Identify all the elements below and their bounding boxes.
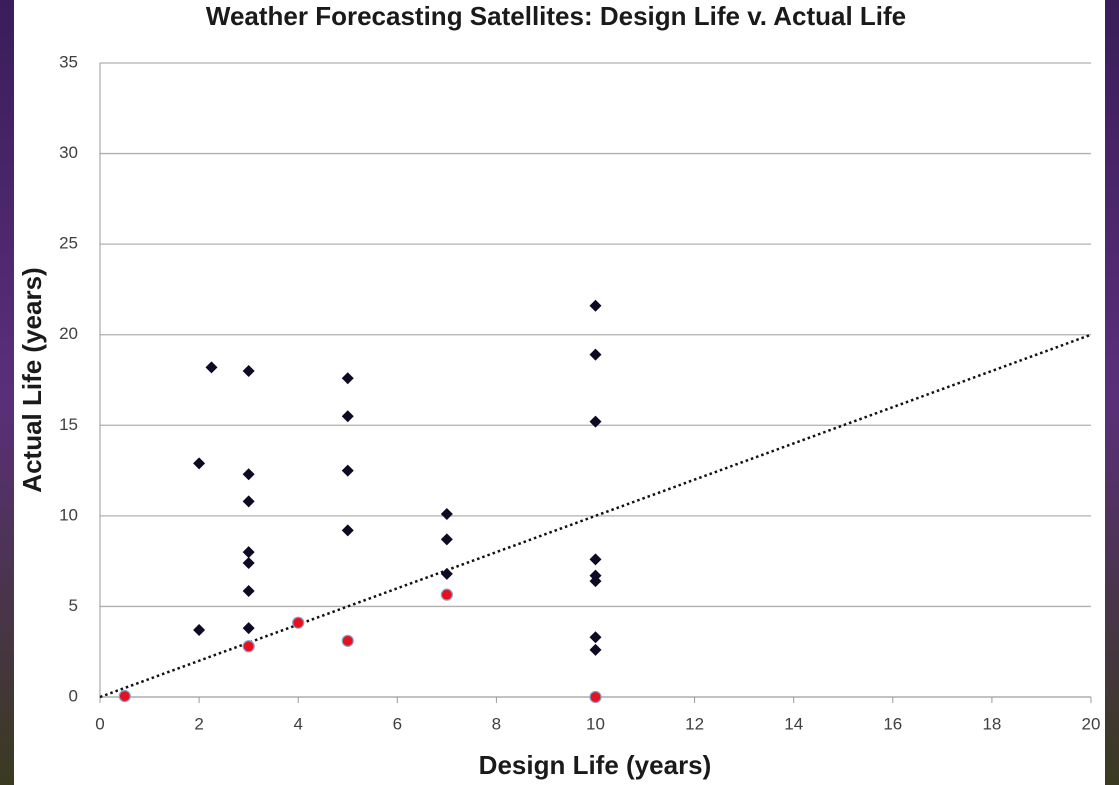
y-tick-label: 15 [59,415,78,434]
y-tick-label: 5 [69,596,78,615]
y-tick-label: 20 [59,324,78,343]
x-tick-label: 6 [393,714,402,733]
x-tick-label: 2 [194,714,203,733]
y-tick-label: 25 [59,234,78,253]
point [589,299,602,312]
y-tick-label: 10 [59,505,78,524]
point [440,567,453,580]
point [118,689,131,703]
x-tick-label: 8 [492,714,501,733]
point [341,634,354,647]
y-tick-label: 0 [69,686,78,705]
point [589,553,602,566]
point [589,415,602,428]
point [440,508,453,521]
x-tick-label: 12 [685,714,704,733]
x-tick-label: 20 [1082,714,1101,733]
point [589,348,602,361]
point [589,690,602,704]
point [292,616,305,629]
x-axis-label: Design Life (years) [479,750,712,780]
point [341,372,354,385]
point [193,457,206,470]
point [242,495,255,508]
point [242,622,255,635]
point [205,361,218,374]
point [193,623,206,636]
x-tick-label: 14 [784,714,803,733]
point [341,410,354,423]
x-tick-label: 0 [95,714,104,733]
y-tick-label: 30 [59,143,78,162]
point [589,643,602,656]
x-tick-label: 18 [982,714,1001,733]
point [242,364,255,377]
x-tick-label: 16 [883,714,902,733]
point [242,585,255,598]
point [341,524,354,537]
y-axis-label: Actual Life (years) [17,267,47,492]
chart-title: Weather Forecasting Satellites: Design L… [206,1,906,31]
point [440,533,453,546]
point [589,631,602,644]
x-tick-label: 10 [586,714,605,733]
point [440,588,453,601]
point [242,468,255,481]
point [589,575,602,588]
point [341,464,354,477]
y-tick-label: 35 [59,52,78,71]
point [242,556,255,569]
x-tick-label: 4 [293,714,302,733]
point [242,640,255,653]
point [242,546,255,559]
chart-panel [14,0,1105,785]
